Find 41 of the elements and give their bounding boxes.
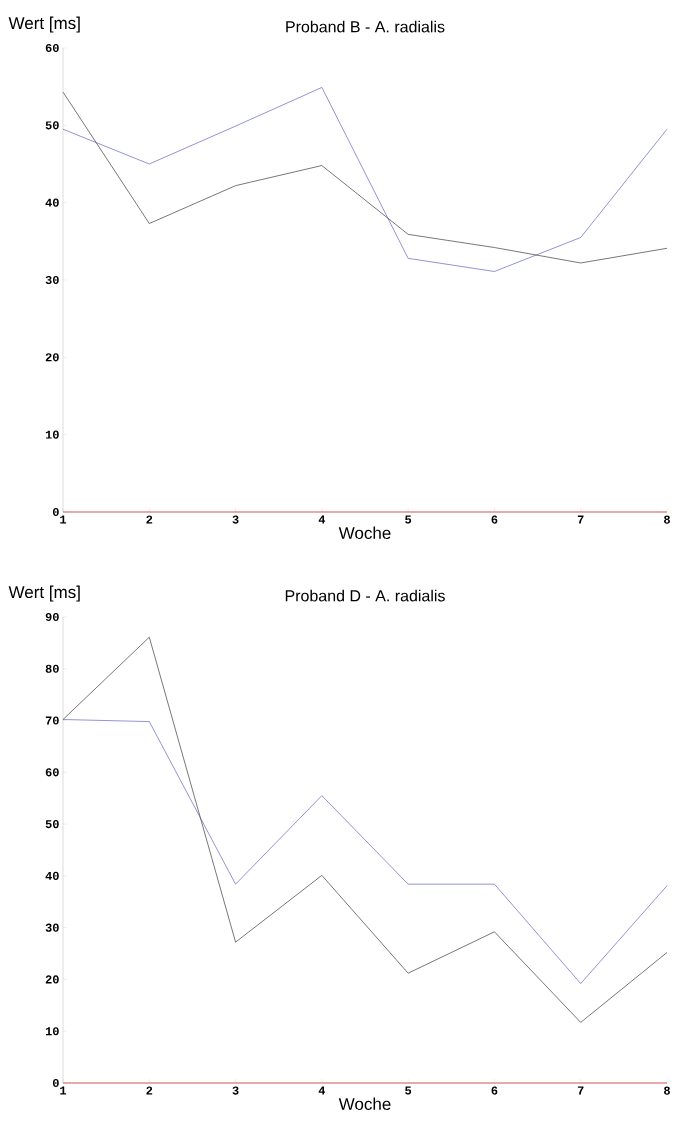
y-tick-label: 0: [52, 507, 59, 517]
x-tick-label: 7: [577, 515, 584, 524]
y-tick-label: 10: [45, 430, 59, 439]
y-tick-label: 60: [45, 768, 59, 777]
y-tick-label: 20: [45, 353, 59, 362]
y-tick-label: 20: [45, 975, 59, 984]
y-tick-label: 70: [45, 716, 59, 725]
y-tick-label: 50: [45, 820, 59, 829]
line-series: [62, 719, 668, 984]
x-tick-label: 3: [232, 515, 239, 524]
x-tick-label: 1: [60, 1086, 67, 1095]
y-tick-label: 60: [45, 43, 59, 53]
y-tick-label: 30: [45, 923, 59, 932]
x-tick-label: 1: [60, 515, 67, 524]
x-tick-label: 7: [577, 1086, 584, 1095]
y-tick-label: 40: [45, 198, 59, 207]
y-axis-title: Wert [ms]: [8, 16, 80, 33]
x-tick-label: 6: [491, 1086, 498, 1095]
y-tick-label: 50: [45, 121, 59, 130]
chart-title: Proband B - A. radialis: [286, 20, 445, 33]
x-axis-title: Woche: [338, 1097, 391, 1111]
x-tick-label: 8: [664, 515, 670, 524]
x-tick-label: 3: [232, 1086, 239, 1095]
chart-title: Proband D - A. radialis: [285, 589, 445, 602]
x-tick-label: 4: [318, 1086, 326, 1095]
x-tick-label: 8: [664, 1086, 670, 1095]
y-tick-label: 90: [45, 612, 59, 622]
x-axis-title: Woche: [338, 526, 391, 540]
y-tick-label: 30: [45, 275, 59, 285]
x-tick-label: 6: [491, 515, 498, 524]
x-tick-label: 4: [318, 515, 326, 524]
y-tick-label: 0: [52, 1078, 59, 1088]
y-axis-title: Wert [ms]: [8, 585, 80, 602]
y-tick-label: 10: [45, 1027, 59, 1036]
x-tick-label: 5: [405, 515, 412, 524]
y-tick-label: 40: [45, 871, 59, 880]
x-tick-label: 2: [146, 515, 153, 524]
x-tick-label: 2: [146, 1086, 153, 1095]
x-tick-label: 5: [405, 1086, 412, 1095]
y-tick-label: 80: [45, 664, 59, 673]
line-series: [62, 636, 668, 1023]
